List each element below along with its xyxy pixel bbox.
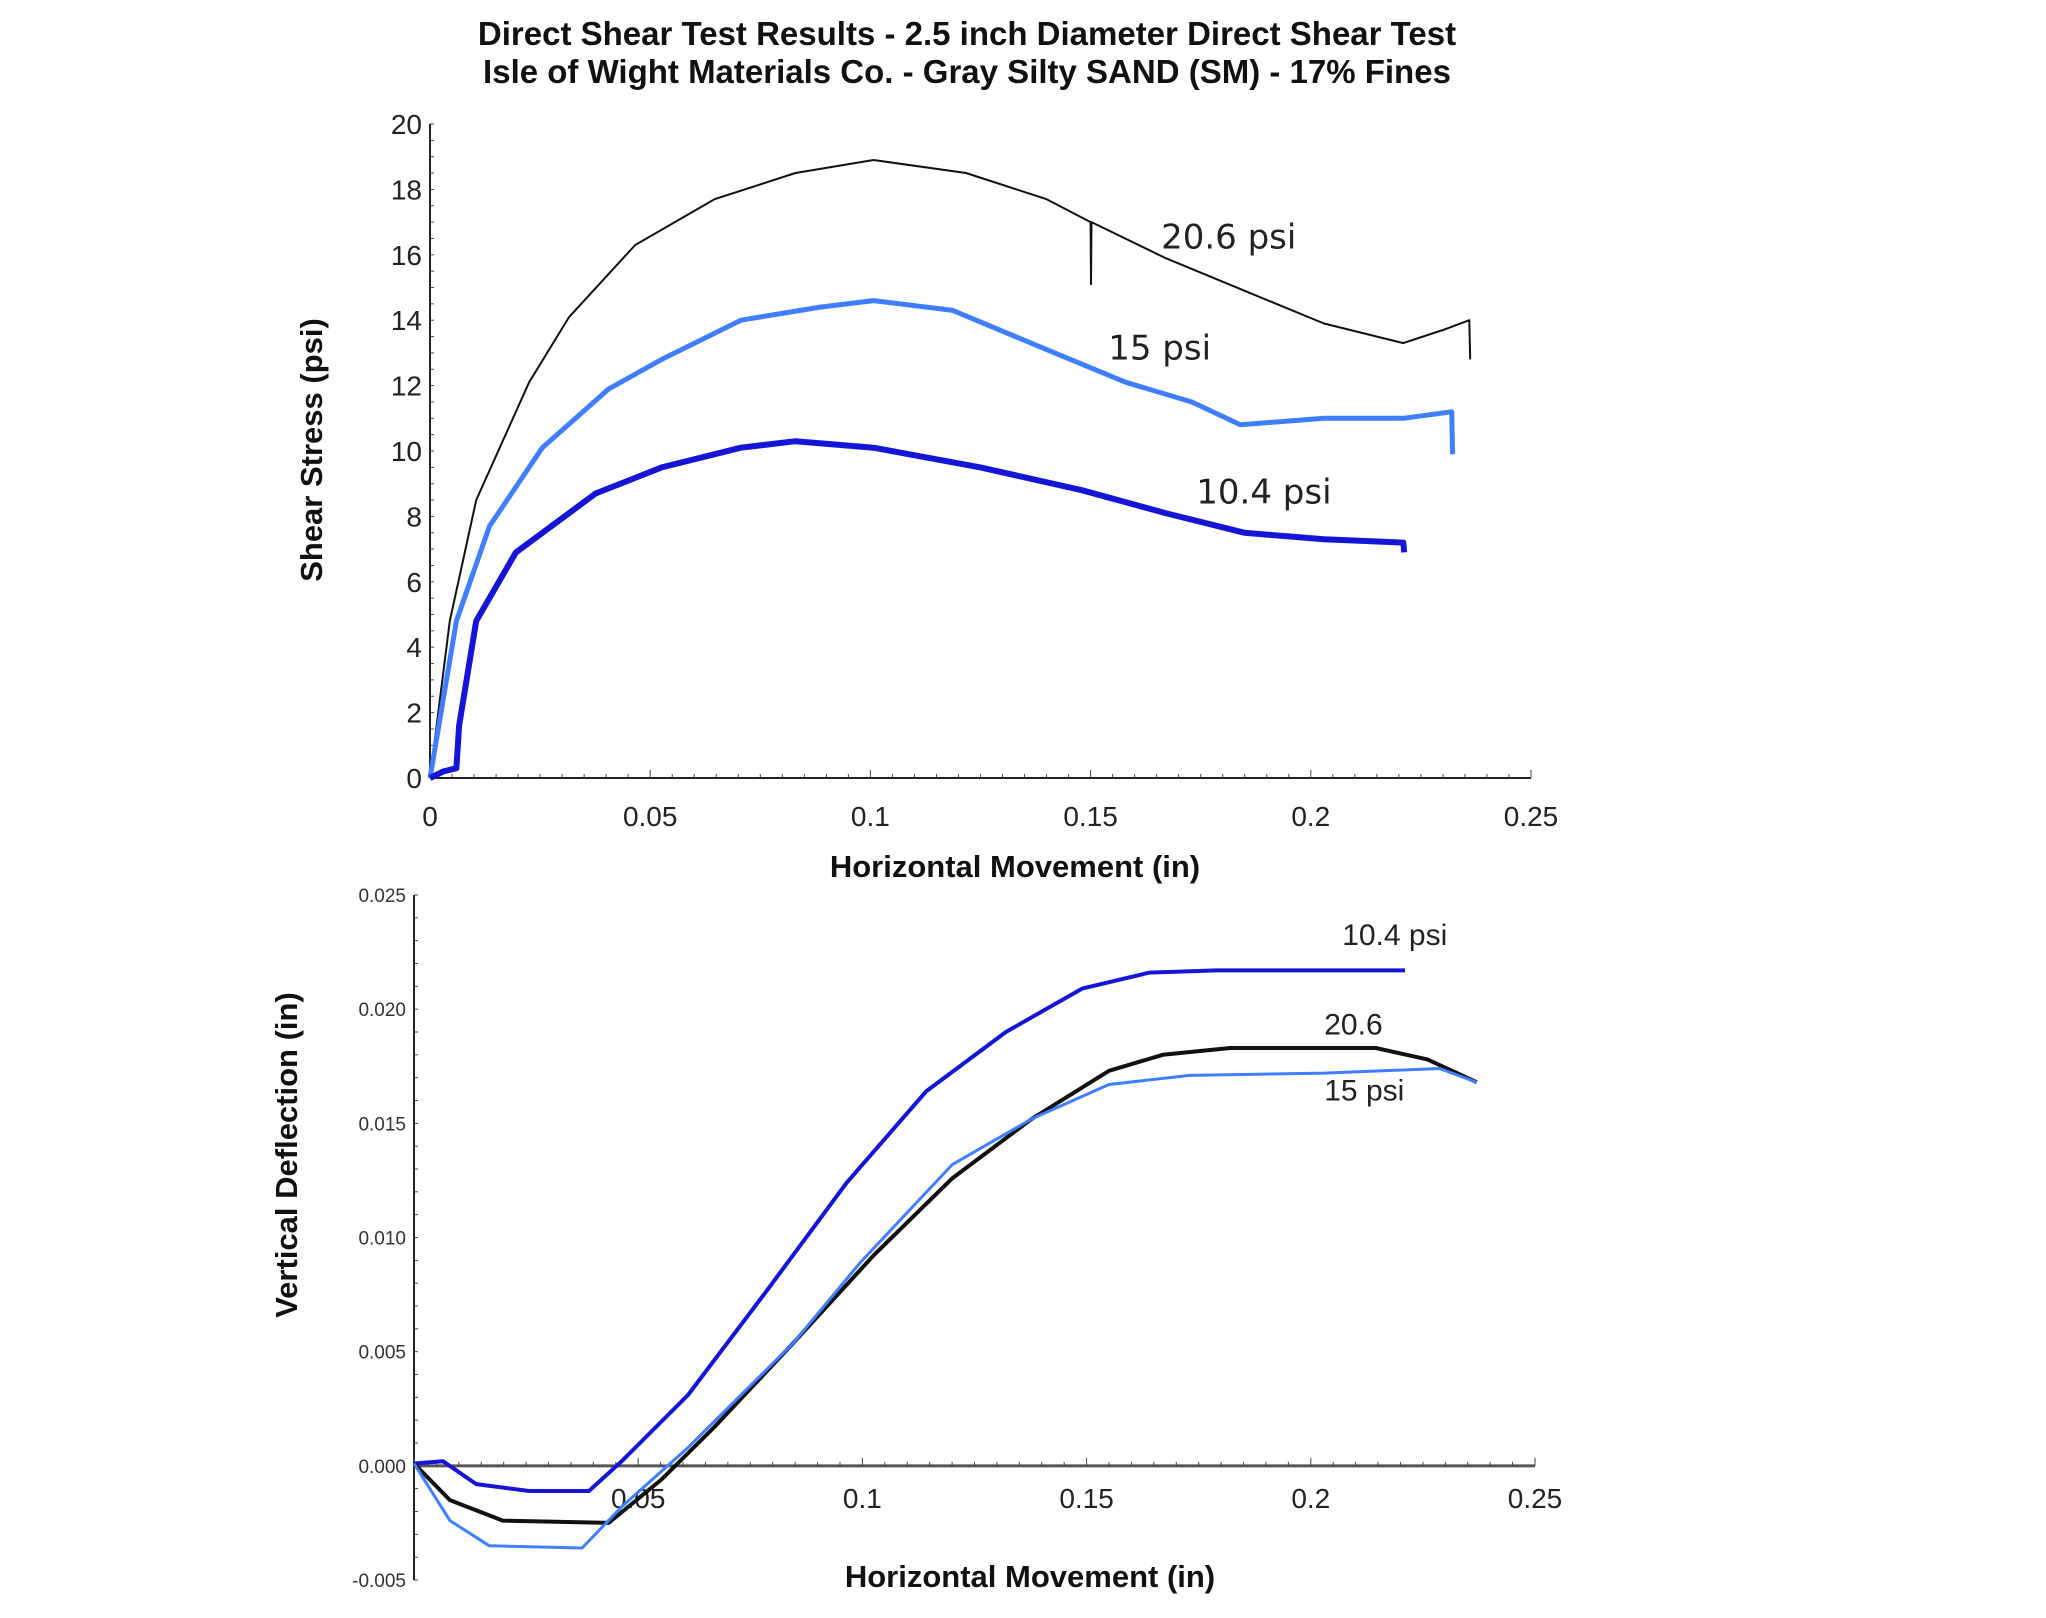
deflection-y-tick-label: 0.000	[358, 1457, 406, 1478]
vertical-deflection-plot: Horizontal Movement (in) Vertical Deflec…	[269, 886, 1562, 1594]
deflection-y-tick-label: 0.005	[358, 1343, 406, 1364]
deflection-y-tick-label: 0.025	[358, 886, 406, 907]
vertical-deflection-y-label: Vertical Deflection (in)	[269, 992, 304, 1318]
deflection-y-tick-label: 0.020	[358, 1000, 406, 1021]
shear-y-tick-label: 2	[406, 698, 422, 729]
chart-title-line1: Direct Shear Test Results - 2.5 inch Dia…	[478, 15, 1456, 52]
deflection-y-tick-label: 0.015	[358, 1114, 406, 1135]
deflection-x-tick-label: 0.15	[1059, 1483, 1114, 1514]
shear-stress-y-label: Shear Stress (psi)	[294, 318, 329, 582]
shear-y-tick-label: 10	[391, 436, 422, 467]
deflection-y-tick-label: 0.010	[358, 1229, 406, 1250]
shear-stress-x-label: Horizontal Movement (in)	[830, 849, 1200, 884]
shear-series-15-psi	[427, 298, 1456, 779]
shear-series-10-4-psi	[428, 438, 1408, 781]
shear-x-tick-label: 0.1	[851, 801, 890, 832]
shear-x-tick-label: 0.25	[1504, 801, 1559, 832]
deflection-x-tick-label: 0.25	[1508, 1483, 1563, 1514]
shear-y-tick-label: 0	[406, 763, 422, 794]
shear-x-tick-label: 0	[422, 801, 438, 832]
chart-title-line2: Isle of Wight Materials Co. - Gray Silty…	[483, 53, 1451, 90]
shear-y-tick-label: 12	[391, 371, 422, 402]
deflection-series-15-psi	[412, 1067, 1478, 1550]
shear-series-annotation: 10.4 psi	[1196, 472, 1331, 512]
shear-series-annotation: 15 psi	[1108, 328, 1211, 368]
shear-y-tick-label: 4	[406, 632, 422, 663]
deflection-series-annotation: 10.4 psi	[1342, 919, 1447, 952]
vertical-deflection-x-label: Horizontal Movement (in)	[845, 1559, 1215, 1594]
deflection-series-20-6	[412, 1046, 1478, 1525]
deflection-x-tick-label: 0.1	[843, 1483, 882, 1514]
shear-y-tick-label: 6	[406, 567, 422, 598]
shear-y-tick-label: 18	[391, 174, 422, 205]
shear-series-20-6-psi	[429, 159, 1472, 779]
deflection-x-tick-label: 0.2	[1291, 1483, 1330, 1514]
shear-y-tick-label: 20	[391, 109, 422, 140]
shear-x-tick-label: 0.05	[623, 801, 678, 832]
shear-series-annotation: 20.6 psi	[1161, 217, 1296, 257]
shear-x-tick-label: 0.2	[1291, 801, 1330, 832]
shear-y-tick-label: 14	[391, 305, 422, 336]
shear-x-tick-label: 0.15	[1063, 801, 1118, 832]
deflection-y-tick-label: -0.005	[352, 1571, 406, 1592]
deflection-series-annotation: 15 psi	[1324, 1075, 1404, 1108]
shear-y-tick-label: 16	[391, 240, 422, 271]
shear-stress-plot: Horizontal Movement (in) Shear Stress (p…	[294, 109, 1558, 884]
deflection-series-10-4-psi	[413, 968, 1405, 1493]
shear-y-tick-label: 8	[406, 501, 422, 532]
deflection-series-annotation: 20.6	[1324, 1008, 1382, 1041]
